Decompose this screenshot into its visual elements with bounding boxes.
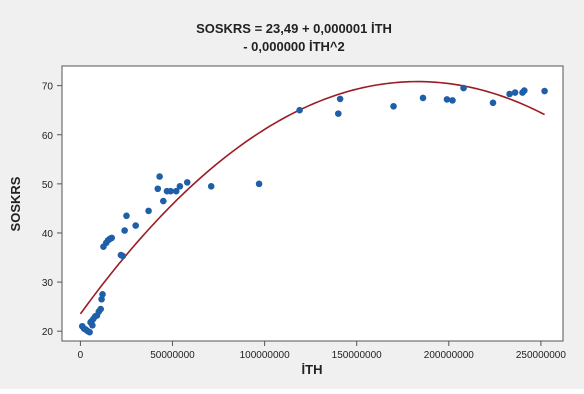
data-point — [167, 187, 174, 195]
data-point — [390, 102, 397, 110]
data-point — [419, 94, 427, 102]
data-point — [183, 179, 191, 186]
data-point — [154, 185, 162, 193]
data-point — [97, 305, 104, 313]
data-point — [207, 183, 215, 190]
data-point — [541, 87, 548, 95]
data-point — [334, 110, 342, 117]
data-point — [255, 180, 263, 188]
data-point — [460, 84, 467, 92]
data-point — [336, 95, 344, 103]
fitted-curve — [79, 80, 545, 315]
x-tick-label: 50000000 — [150, 350, 195, 361]
data-point — [86, 328, 93, 336]
y-tick-label: 70 — [42, 82, 54, 93]
data-point — [521, 87, 528, 94]
x-tick-label: 250000000 — [516, 350, 566, 361]
data-points-layer — [78, 84, 548, 336]
y-tick-label: 60 — [42, 131, 54, 142]
data-point — [89, 321, 96, 329]
x-tick-label: 150000000 — [332, 350, 382, 361]
data-point — [449, 97, 456, 104]
y-tick-label: 30 — [42, 278, 54, 289]
data-point — [121, 227, 128, 234]
data-point — [176, 183, 184, 190]
y-tick-label: 40 — [42, 229, 54, 240]
data-point — [506, 90, 513, 98]
data-point — [99, 291, 106, 298]
x-tick-label: 100000000 — [240, 350, 290, 361]
data-point — [145, 207, 152, 215]
data-point — [132, 222, 139, 229]
y-axis: 20 30 40 50 60 70 — [42, 82, 62, 338]
data-point — [98, 295, 105, 303]
x-axis-label: İTH — [302, 362, 323, 377]
y-tick-label: 20 — [42, 327, 54, 338]
fit-curve-layer — [79, 80, 545, 315]
chart-title-line-1: SOSKRS = 23,49 + 0,000001 İTH — [196, 21, 392, 36]
y-axis-label: SOSKRS — [8, 176, 23, 231]
data-point — [489, 99, 497, 107]
data-point — [108, 234, 116, 242]
x-axis: 0 50000000 100000000 150000000 200000000 2500… — [78, 341, 566, 361]
data-point — [296, 106, 303, 114]
data-point — [123, 212, 130, 220]
data-point — [156, 173, 163, 180]
data-point — [160, 197, 167, 205]
y-tick-label: 50 — [42, 180, 54, 191]
chart-title-line-2: - 0,000000 İTH^2 — [243, 39, 345, 54]
data-point — [443, 96, 451, 103]
x-tick-label: 0 — [78, 350, 84, 361]
data-point — [511, 89, 519, 96]
data-point — [119, 252, 127, 260]
plot-area — [61, 65, 564, 342]
x-tick-label: 200000000 — [424, 350, 474, 361]
data-point — [172, 187, 180, 195]
